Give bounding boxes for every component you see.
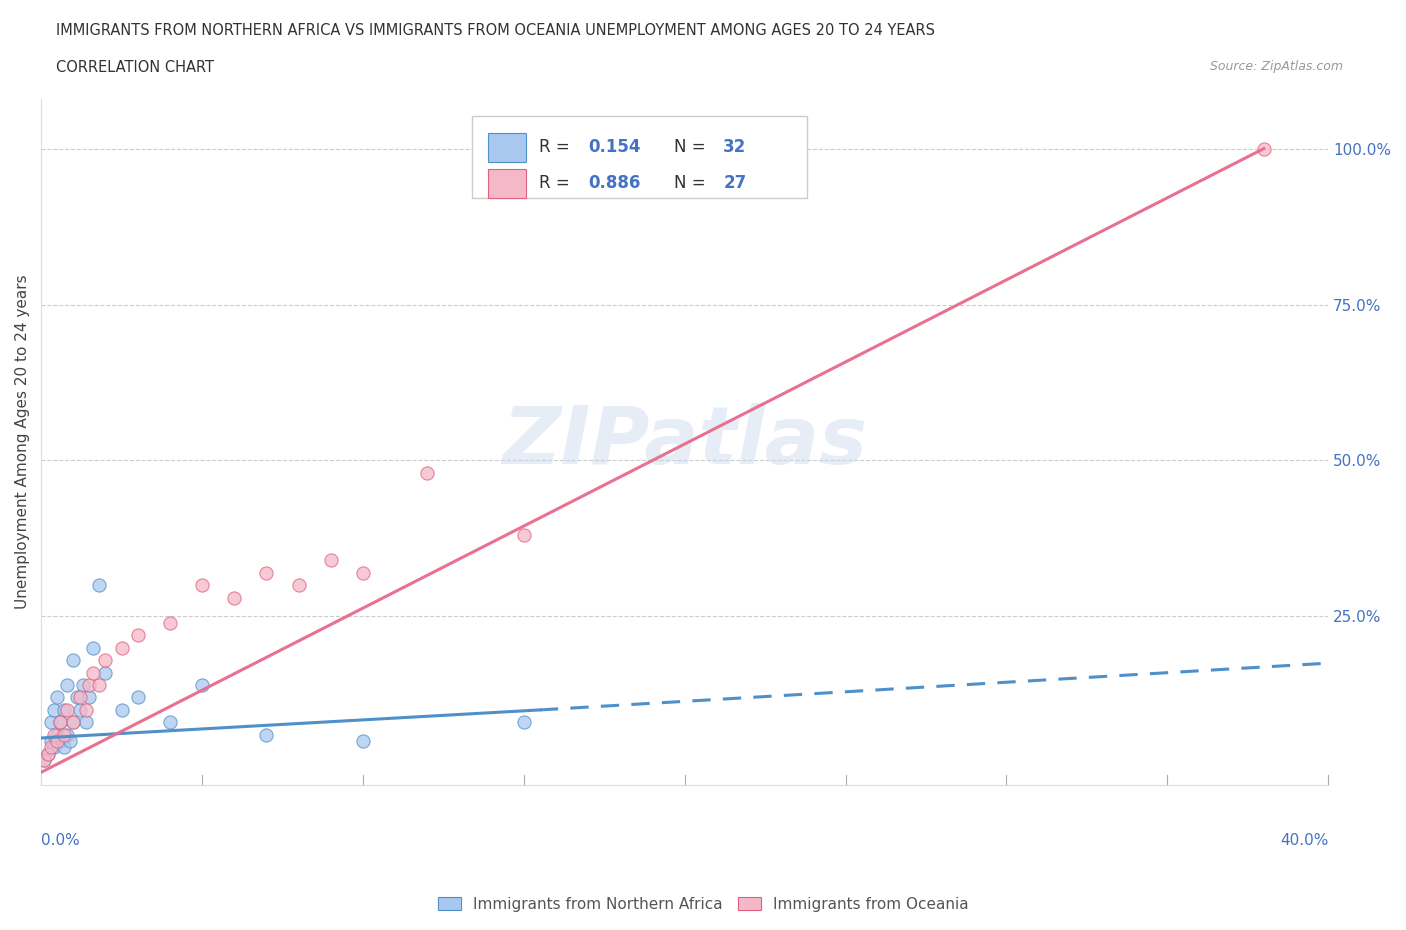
Point: [37, 746, 59, 761]
Point: [110, 640, 132, 655]
Point: [62, 715, 84, 730]
Point: [42, 702, 65, 717]
Point: [287, 578, 309, 592]
Point: [49, 715, 72, 730]
Legend: Immigrants from Northern Africa, Immigrants from Oceania: Immigrants from Northern Africa, Immigra…: [432, 890, 974, 918]
Text: 27: 27: [723, 174, 747, 193]
Point: [94, 665, 117, 680]
Point: [254, 727, 277, 742]
FancyBboxPatch shape: [472, 116, 807, 198]
Text: IMMIGRANTS FROM NORTHERN AFRICA VS IMMIGRANTS FROM OCEANIA UNEMPLOYMENT AMONG AG: IMMIGRANTS FROM NORTHERN AFRICA VS IMMIG…: [56, 23, 935, 38]
Point: [75, 715, 97, 730]
Point: [1253, 141, 1275, 156]
Point: [42, 727, 65, 742]
Point: [513, 715, 536, 730]
Point: [79, 690, 101, 705]
Text: N =: N =: [675, 174, 711, 193]
Point: [159, 615, 181, 630]
Point: [42, 740, 65, 755]
Text: R =: R =: [538, 174, 575, 193]
Point: [69, 690, 91, 705]
Point: [191, 578, 214, 592]
Point: [513, 528, 536, 543]
Point: [39, 740, 62, 755]
Point: [34, 752, 56, 767]
Point: [39, 715, 62, 730]
Point: [416, 466, 439, 481]
Point: [319, 552, 342, 567]
Text: 0.154: 0.154: [588, 139, 641, 156]
Point: [254, 565, 277, 580]
Point: [62, 653, 84, 668]
Point: [224, 591, 246, 605]
Point: [46, 690, 69, 705]
Point: [94, 653, 117, 668]
Point: [46, 727, 69, 742]
Text: ZIPatlas: ZIPatlas: [502, 403, 868, 481]
Point: [34, 752, 56, 767]
Point: [65, 690, 87, 705]
Text: 0.886: 0.886: [588, 174, 641, 193]
Point: [52, 702, 75, 717]
FancyBboxPatch shape: [488, 169, 526, 198]
Point: [49, 734, 72, 749]
Point: [56, 727, 79, 742]
Point: [352, 565, 374, 580]
Point: [110, 702, 132, 717]
Point: [52, 727, 75, 742]
Point: [82, 665, 104, 680]
Point: [37, 746, 59, 761]
Point: [159, 715, 181, 730]
Point: [62, 715, 84, 730]
Point: [56, 678, 79, 693]
Point: [49, 715, 72, 730]
Point: [52, 740, 75, 755]
Text: 32: 32: [723, 139, 747, 156]
FancyBboxPatch shape: [488, 133, 526, 162]
Point: [191, 678, 214, 693]
Point: [127, 690, 149, 705]
Point: [79, 678, 101, 693]
Point: [87, 678, 110, 693]
Text: N =: N =: [675, 139, 711, 156]
Point: [87, 578, 110, 592]
Point: [69, 702, 91, 717]
Point: [127, 628, 149, 643]
Text: 40.0%: 40.0%: [1279, 832, 1329, 848]
Point: [59, 734, 82, 749]
Point: [39, 734, 62, 749]
Text: CORRELATION CHART: CORRELATION CHART: [56, 60, 214, 75]
Text: R =: R =: [538, 139, 575, 156]
Point: [56, 702, 79, 717]
Point: [82, 640, 104, 655]
Point: [46, 734, 69, 749]
Point: [352, 734, 374, 749]
Point: [72, 678, 94, 693]
Text: Source: ZipAtlas.com: Source: ZipAtlas.com: [1209, 60, 1343, 73]
Point: [75, 702, 97, 717]
Text: 0.0%: 0.0%: [41, 832, 80, 848]
Y-axis label: Unemployment Among Ages 20 to 24 years: Unemployment Among Ages 20 to 24 years: [15, 274, 30, 609]
